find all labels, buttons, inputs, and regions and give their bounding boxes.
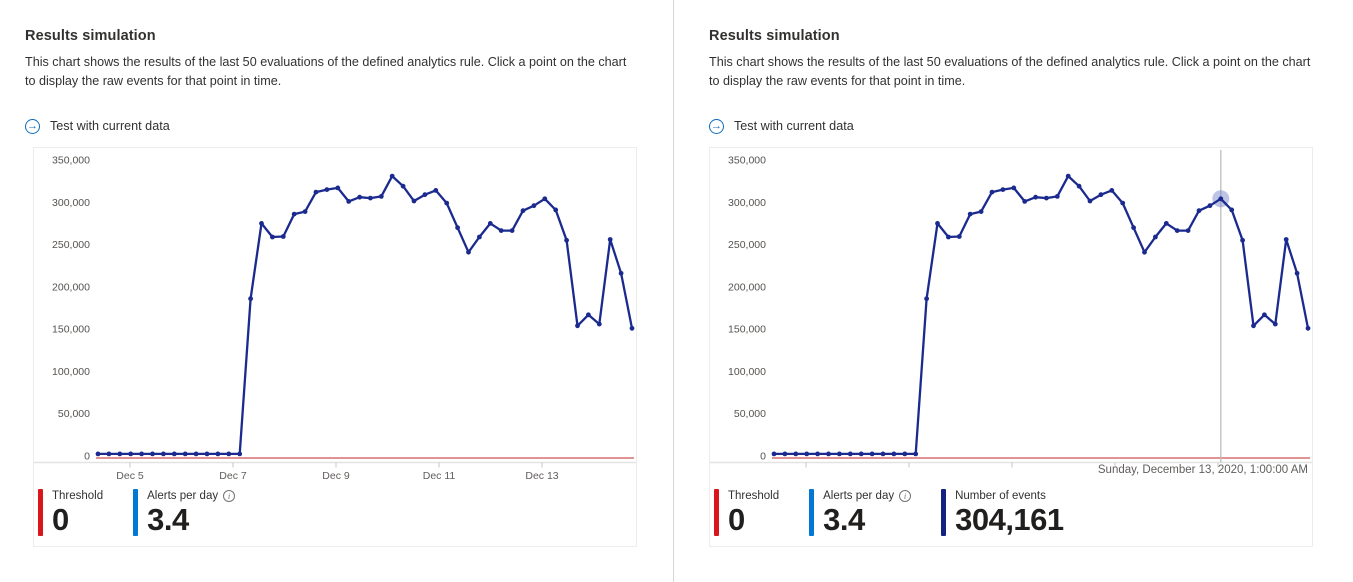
svg-text:Dec 11: Dec 11 <box>423 470 456 480</box>
description-text: This chart shows the results of the last… <box>25 55 627 88</box>
svg-text:Dec 13: Dec 13 <box>525 470 558 480</box>
alerts-per-day-stat: Alerts per day i 3.4 <box>133 488 236 537</box>
svg-text:250,000: 250,000 <box>52 239 90 251</box>
svg-text:Dec 9: Dec 9 <box>322 470 350 480</box>
svg-text:0: 0 <box>760 450 766 462</box>
svg-text:350,000: 350,000 <box>728 154 766 166</box>
events-color-bar <box>941 488 947 536</box>
svg-text:250,000: 250,000 <box>728 239 766 251</box>
svg-text:50,000: 50,000 <box>734 408 766 420</box>
svg-text:150,000: 150,000 <box>52 323 90 335</box>
selected-point-timestamp: Sunday, December 13, 2020, 1:00:00 AM <box>1097 463 1308 476</box>
alerts-color-bar <box>809 488 815 536</box>
chart-legend-stats: Threshold 0 Alerts per day i 3.4 <box>714 488 1064 537</box>
info-icon[interactable]: i <box>899 490 912 503</box>
info-icon[interactable]: i <box>223 490 236 503</box>
alerts-per-day-label: Alerts per day <box>823 490 895 503</box>
number-of-events-label: Number of events <box>955 490 1046 503</box>
circle-arrow-icon: → <box>25 118 40 134</box>
alerts-per-day-stat: Alerts per day i 3.4 <box>809 488 912 537</box>
alerts-per-day-value: 3.4 <box>823 501 865 537</box>
svg-text:0: 0 <box>84 450 90 462</box>
number-of-events-stat: Number of events 304,161 <box>941 488 1064 537</box>
test-with-current-data-button[interactable]: → Test with current data <box>709 118 854 134</box>
action-label: Test with current data <box>734 119 854 134</box>
threshold-label: Threshold <box>728 490 780 503</box>
svg-text:100,000: 100,000 <box>52 366 90 378</box>
circle-arrow-icon: → <box>709 118 724 134</box>
results-line-chart[interactable]: Dec 5 Dec 7 Dec 9 Dec 11 Dec 13 0 50,000 100,00… <box>34 148 636 480</box>
threshold-value: 0 <box>52 501 69 537</box>
alerts-color-bar <box>133 488 139 536</box>
threshold-stat: Threshold 0 <box>714 488 780 537</box>
threshold-color-bar <box>38 488 43 536</box>
svg-text:350,000: 350,000 <box>52 154 90 166</box>
results-simulation-panel-right: Results simulation This chart shows the … <box>674 0 1353 582</box>
threshold-stat: Threshold 0 <box>38 488 104 537</box>
svg-text:Dec 7: Dec 7 <box>219 470 247 480</box>
svg-text:200,000: 200,000 <box>728 281 766 293</box>
svg-text:50,000: 50,000 <box>58 408 90 420</box>
svg-text:300,000: 300,000 <box>52 197 90 209</box>
svg-text:Dec 5: Dec 5 <box>116 470 144 480</box>
test-with-current-data-button[interactable]: → Test with current data <box>25 118 170 134</box>
alerts-per-day-label: Alerts per day <box>147 490 219 503</box>
svg-text:200,000: 200,000 <box>52 281 90 293</box>
number-of-events-value: 304,161 <box>955 501 1064 537</box>
page-title: Results simulation <box>709 28 840 44</box>
alerts-per-day-value: 3.4 <box>147 501 189 537</box>
results-simulation-panel-left: Results simulation This chart shows the … <box>0 0 674 582</box>
results-chart-card: Dec 5 Dec 7 Dec 9 Dec 11 Dec 13 0 50,000 100,00… <box>33 146 637 547</box>
svg-text:100,000: 100,000 <box>728 366 766 378</box>
threshold-label: Threshold <box>52 490 104 503</box>
chart-legend-stats: Threshold 0 Alerts per day i 3.4 <box>38 488 236 537</box>
threshold-color-bar <box>714 488 719 536</box>
page-title: Results simulation <box>25 28 156 44</box>
svg-text:150,000: 150,000 <box>728 323 766 335</box>
action-label: Test with current data <box>50 119 170 134</box>
svg-text:300,000: 300,000 <box>728 197 766 209</box>
results-chart-card: 0 50,000 100,000 150,000 200,000 250,000 300,0… <box>709 146 1313 547</box>
results-line-chart-selected[interactable]: 0 50,000 100,000 150,000 200,000 250,000 300,0… <box>710 148 1312 480</box>
threshold-value: 0 <box>728 501 745 537</box>
description-text: This chart shows the results of the last… <box>709 55 1311 88</box>
